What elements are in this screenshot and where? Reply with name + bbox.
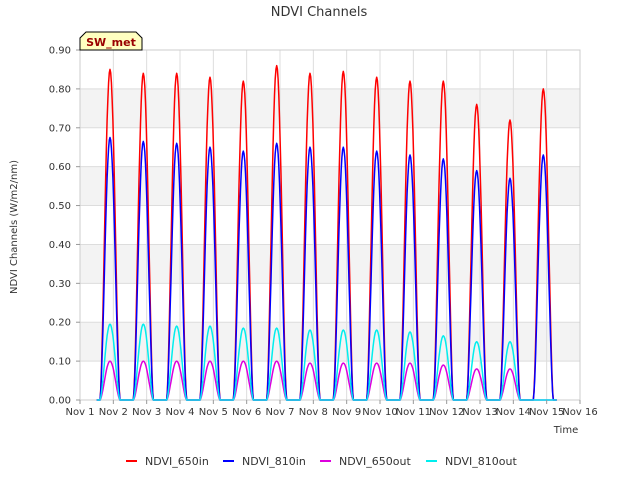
ytick-label-2: 0.20 — [49, 318, 71, 329]
x-axis-label: Time — [553, 425, 578, 436]
ytick-label-6: 0.60 — [49, 162, 71, 173]
xtick-label-12: Nov 13 — [462, 407, 497, 418]
legend: NDVI_650in NDVI_810in NDVI_650out NDVI_810o… — [126, 455, 517, 468]
ytick-label-4: 0.40 — [49, 240, 71, 251]
xtick-label-0: Nov 1 — [65, 407, 94, 418]
sw-met-badge: SW_met — [79, 31, 143, 51]
ytick-label-9: 0.90 — [49, 46, 71, 57]
legend-label-NDVI_650in: NDVI_650in — [145, 455, 209, 468]
band-0 — [80, 361, 580, 400]
legend-label-NDVI_810out: NDVI_810out — [445, 455, 517, 468]
band-7 — [80, 88, 580, 128]
band-4 — [80, 205, 580, 245]
y-axis-label: NDVI Channels (W/m2/nm) — [9, 160, 20, 294]
legend-item-NDVI_810in: NDVI_810in — [223, 455, 306, 468]
xtick-label-14: Nov 15 — [529, 407, 564, 418]
legend-item-NDVI_810out: NDVI_810out — [426, 455, 517, 468]
legend-item-NDVI_650in: NDVI_650in — [126, 455, 209, 468]
series-line-NDVI_810out — [96, 323, 557, 401]
band-5 — [80, 166, 580, 206]
ytick-label-3: 0.30 — [49, 279, 71, 290]
ytick-label-5: 0.50 — [49, 201, 71, 212]
legend-label-NDVI_810in: NDVI_810in — [242, 455, 306, 468]
xtick-label-7: Nov 8 — [299, 407, 328, 418]
xtick-label-11: Nov 12 — [429, 407, 464, 418]
xtick-label-6: Nov 7 — [265, 407, 294, 418]
band-6 — [80, 127, 580, 167]
xtick-label-13: Nov 14 — [496, 407, 531, 418]
ytick-label-7: 0.70 — [49, 123, 71, 134]
xtick-label-2: Nov 3 — [132, 407, 161, 418]
series-layer — [96, 64, 557, 401]
ytick-label-0: 0.00 — [49, 396, 71, 407]
chart-title: NDVI Channels — [271, 5, 368, 20]
band-8 — [80, 50, 580, 89]
band-2 — [80, 283, 580, 323]
xtick-label-5: Nov 6 — [232, 407, 261, 418]
background-bands — [80, 50, 580, 400]
xtick-label-10: Nov 11 — [396, 407, 431, 418]
ytick-label-8: 0.80 — [49, 84, 71, 95]
xtick-label-15: Nov 16 — [562, 407, 597, 418]
badge-label: SW_met — [86, 36, 136, 49]
xtick-label-1: Nov 2 — [99, 407, 128, 418]
y-axis-ticks: 0.00 0.10 0.20 0.30 0.40 0.50 0.60 0.70 0.80 0.90 — [49, 46, 80, 407]
band-1 — [80, 322, 580, 362]
band-3 — [80, 244, 580, 284]
legend-label-NDVI_650out: NDVI_650out — [339, 455, 411, 468]
xtick-label-4: Nov 5 — [199, 407, 228, 418]
badge-box — [79, 31, 143, 51]
xtick-label-9: Nov 10 — [362, 407, 397, 418]
xtick-label-3: Nov 4 — [165, 407, 194, 418]
xtick-label-8: Nov 9 — [332, 407, 361, 418]
ytick-label-1: 0.10 — [49, 357, 71, 368]
x-axis-ticks: Nov 1 Nov 2 Nov 3 Nov 4 Nov 5 Nov 6 Nov 7 Nov 8… — [65, 400, 598, 418]
legend-item-NDVI_650out: NDVI_650out — [320, 455, 411, 468]
